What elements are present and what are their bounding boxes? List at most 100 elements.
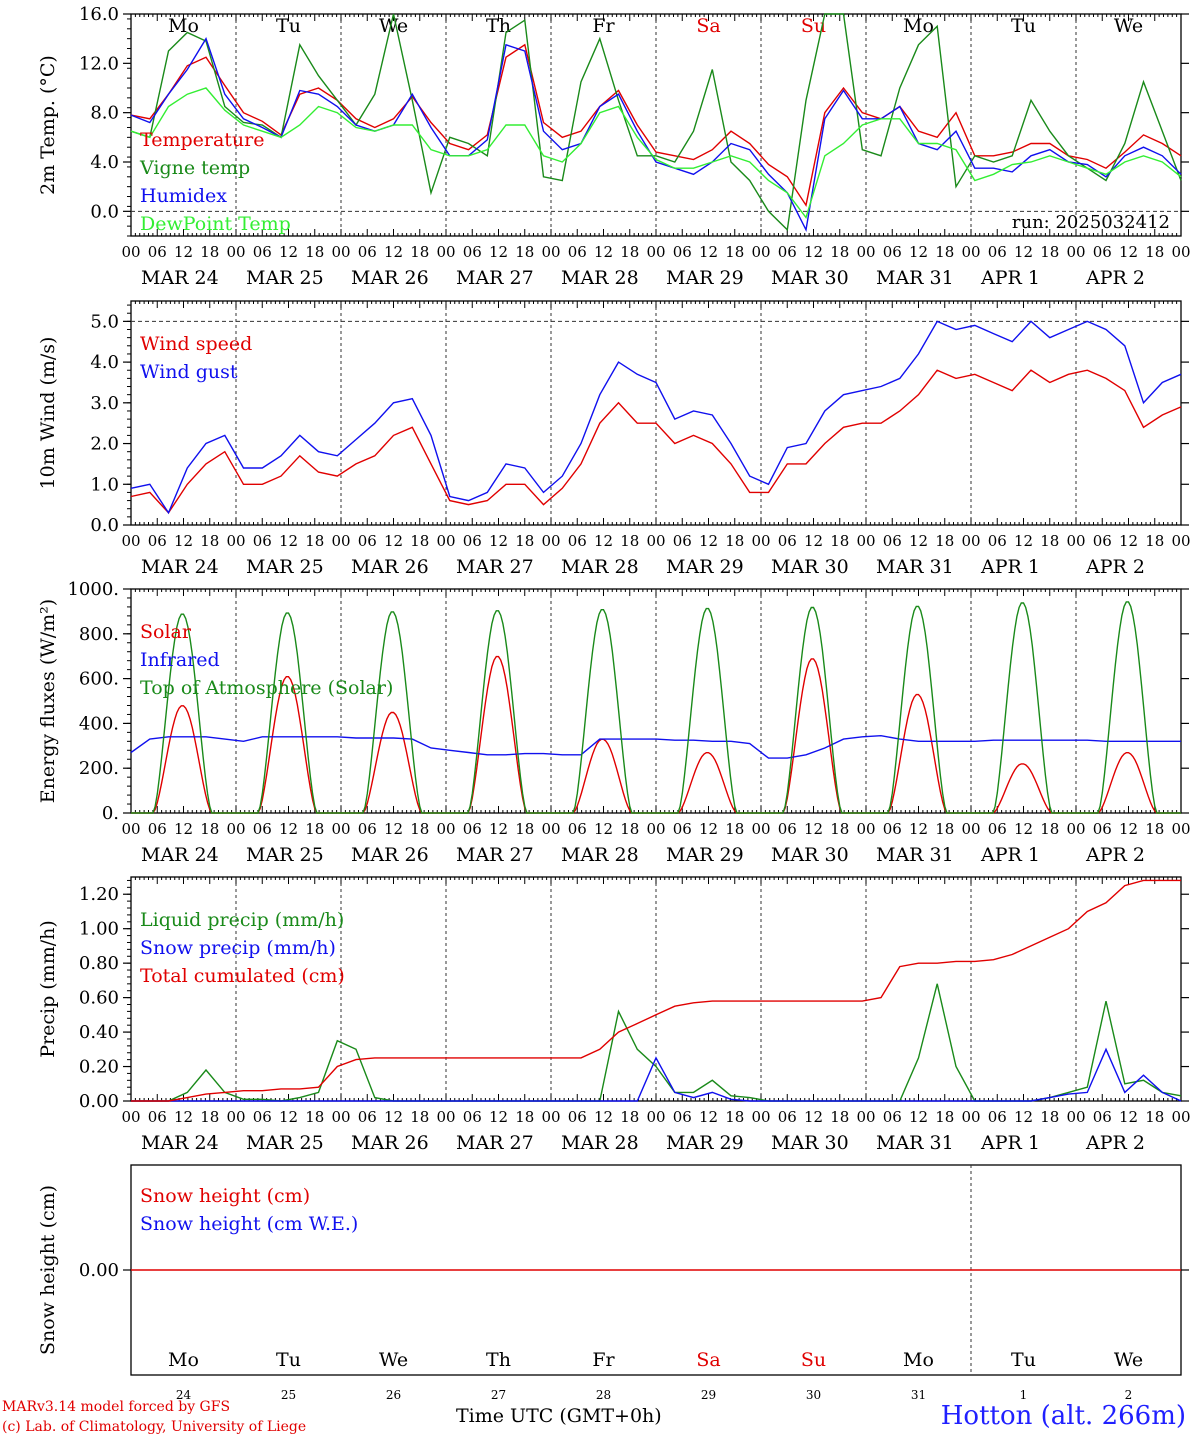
hour-label: 18 (1145, 1108, 1164, 1126)
hour-label: 18 (830, 820, 849, 838)
hour-label: 00 (751, 1108, 770, 1126)
date-label: MAR 27 (456, 1132, 534, 1154)
hour-label: 18 (725, 243, 744, 261)
date-label: MAR 30 (771, 267, 849, 289)
hour-label: 18 (935, 243, 954, 261)
hour-label: 06 (253, 243, 272, 261)
y-tick-label: 0.00 (79, 1091, 119, 1112)
hour-label: 06 (253, 532, 272, 550)
hour-label: 06 (673, 243, 692, 261)
hour-label: 12 (1119, 243, 1138, 261)
y-tick-label: 1.0 (90, 474, 119, 495)
hour-label: 00 (856, 1108, 875, 1126)
hour-label: 00 (331, 1108, 350, 1126)
hour-label: 18 (620, 1108, 639, 1126)
date-label: MAR 30 (771, 1132, 849, 1154)
date-label: APR 1 (980, 1132, 1040, 1154)
hour-label: 12 (804, 243, 823, 261)
panel-5: 0.00 Snow height (cm) Snow height (cm) Snow… (37, 1164, 1189, 1400)
series-line-top-of-atmosphere-solar- (131, 601, 1181, 814)
hour-label: 12 (909, 820, 928, 838)
hour-label: 18 (1145, 243, 1164, 261)
hour-label: 18 (515, 532, 534, 550)
legend-entry: Snow precip (mm/h) (140, 937, 336, 959)
hour-label: 12 (384, 1108, 403, 1126)
hour-label: 18 (305, 820, 324, 838)
hour-label: 12 (699, 243, 718, 261)
date-label: MAR 26 (351, 556, 429, 578)
hour-label: 00 (121, 1108, 140, 1126)
series-line-dewpoint-temp (130, 87, 1182, 220)
hour-label: 06 (568, 1108, 587, 1126)
hour-label: 06 (883, 243, 902, 261)
hour-label: 12 (174, 243, 193, 261)
hour-label: 00 (1066, 532, 1085, 550)
weekday-label: Th (486, 15, 511, 37)
hour-label: 12 (279, 820, 298, 838)
hour-label: 18 (1145, 532, 1164, 550)
date-number: 27 (491, 1388, 506, 1400)
date-number: 25 (281, 1388, 296, 1400)
hour-label: 06 (358, 243, 377, 261)
date-label: MAR 31 (876, 844, 954, 866)
y-axis-label: Precip (mm/h) (37, 920, 59, 1058)
hour-label: 00 (1066, 820, 1085, 838)
hour-label: 18 (620, 532, 639, 550)
hour-label: 00 (541, 243, 560, 261)
hour-label: 18 (515, 243, 534, 261)
hour-label: 18 (410, 820, 429, 838)
date-label: MAR 27 (456, 267, 534, 289)
date-label: MAR 26 (351, 267, 429, 289)
y-tick-label: 0.0 (90, 201, 119, 222)
hour-label: 00 (1066, 243, 1085, 261)
y-tick-label: 0.0 (90, 515, 119, 536)
date-label: MAR 30 (771, 556, 849, 578)
weekday-label: Mo (903, 1349, 934, 1371)
y-tick-label: 0.40 (79, 1022, 119, 1043)
hour-label: 18 (725, 532, 744, 550)
weekday-label: Fr (592, 1349, 615, 1371)
weekday-label: Su (801, 15, 826, 37)
date-number: 29 (701, 1388, 716, 1400)
date-label: MAR 29 (666, 844, 744, 866)
weekday-label: Su (801, 1349, 826, 1371)
hour-label: 12 (1119, 820, 1138, 838)
date-label: MAR 25 (246, 556, 324, 578)
date-number: 31 (911, 1388, 926, 1400)
series-group (130, 320, 1182, 515)
hour-label: 00 (646, 532, 665, 550)
hour-label: 06 (463, 820, 482, 838)
hour-label: 12 (594, 532, 613, 550)
weekday-label: Sa (696, 15, 720, 37)
hour-label: 12 (594, 1108, 613, 1126)
y-axis-label: 2m Temp. (°C) (37, 55, 59, 195)
y-axis-label: Energy fluxes (W/m²) (37, 599, 59, 803)
legend-entry: Solar (140, 621, 192, 643)
hour-label: 00 (436, 820, 455, 838)
hour-label: 00 (961, 243, 980, 261)
hour-label: 00 (856, 820, 875, 838)
hour-label: 00 (646, 820, 665, 838)
hour-label: 12 (594, 243, 613, 261)
hour-label: 12 (909, 243, 928, 261)
y-axis-label: 10m Wind (m/s) (37, 337, 59, 490)
model-credit: MARv3.14 model forced by GFS (2, 1399, 231, 1415)
date-number: 1 (1020, 1388, 1028, 1400)
hour-label: 12 (174, 1108, 193, 1126)
hour-label: 12 (279, 243, 298, 261)
hour-label: 06 (358, 1108, 377, 1126)
date-label: APR 2 (1085, 1132, 1145, 1154)
legend-entry: Temperature (140, 129, 264, 151)
hour-label: 06 (988, 820, 1007, 838)
hour-label: 12 (174, 820, 193, 838)
hour-label: 00 (1066, 1108, 1085, 1126)
series-group (130, 13, 1182, 233)
date-label: MAR 31 (876, 267, 954, 289)
weekday-label: Fr (592, 15, 615, 37)
weekday-label: Tu (1011, 1349, 1036, 1371)
y-tick-label: 0.80 (79, 953, 119, 974)
hour-label: 00 (226, 1108, 245, 1126)
hour-label: 06 (988, 532, 1007, 550)
hour-label: 18 (200, 532, 219, 550)
lab-credit: (c) Lab. of Climatology, University of L… (2, 1419, 307, 1435)
